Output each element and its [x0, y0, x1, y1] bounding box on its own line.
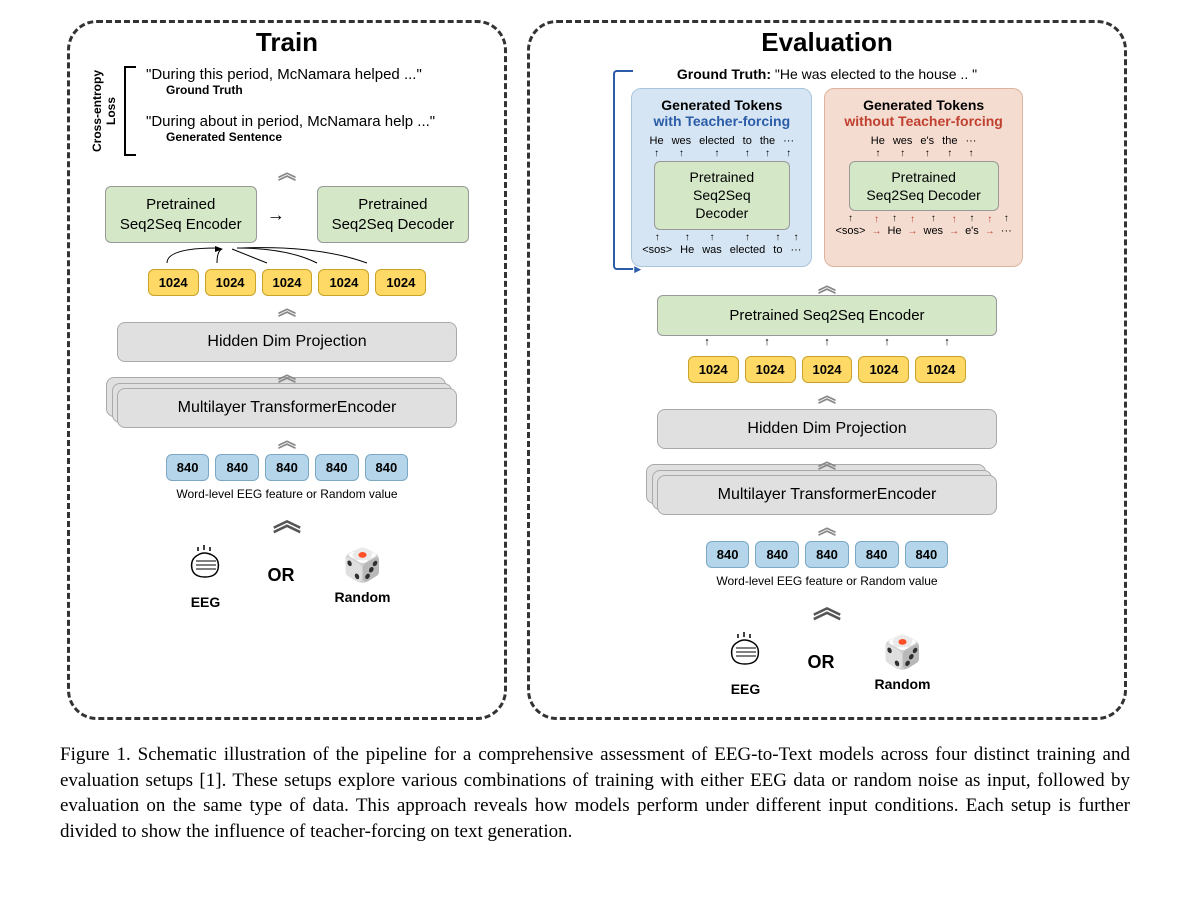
tokens-1024: 1024 1024 1024 1024 1024 [148, 269, 427, 296]
chevron-icon: ︽ [278, 166, 296, 180]
chevron-icon: ︽ [278, 302, 296, 316]
gen-label: Generated Sentence [166, 130, 484, 144]
decoder-box: PretrainedSeq2Seq Decoder [317, 186, 470, 243]
out-tokens: Hewese'sthe··· [835, 135, 1011, 147]
token-840: 840 [215, 454, 259, 481]
token-840: 840 [315, 454, 359, 481]
eeg-label: EEG [184, 594, 228, 610]
token-1024: 1024 [688, 356, 739, 383]
chevron-icon: ︽ [818, 389, 836, 403]
figure-container: Train Cross-entropyLoss "During this per… [60, 20, 1134, 720]
tf-title: Generated Tokens [642, 97, 801, 113]
token-1024: 1024 [915, 356, 966, 383]
in-tokens: <sos>Hewaselectedto··· [642, 244, 801, 256]
or-label: OR [808, 652, 835, 673]
input-label: Word-level EEG feature or Random value [176, 487, 397, 501]
dice-icon: 🎲 [883, 633, 923, 671]
gt-arrow [613, 70, 633, 270]
projection-box-eval: Hidden Dim Projection [657, 409, 997, 449]
figure-caption: Figure 1. Schematic illustration of the … [60, 742, 1130, 845]
random-label: Random [335, 589, 391, 605]
chevron-icon: ︽ [278, 368, 296, 382]
train-title: Train [246, 27, 328, 58]
chevron-icon: ︽ [278, 434, 296, 448]
big-chevron-icon: ︽ [813, 598, 841, 618]
eval-panel: Evaluation Ground Truth: "He was elected… [527, 20, 1127, 720]
token-1024: 1024 [745, 356, 796, 383]
sources: EEG OR 🎲 Random [184, 541, 391, 610]
tf-title: Generated Tokens [835, 97, 1011, 113]
token-840: 840 [265, 454, 309, 481]
token-1024: 1024 [318, 269, 369, 296]
tf-row: Generated Tokens with Teacher-forcing He… [631, 88, 1023, 267]
gen-sentence: "During about in period, McNamara help .… [146, 113, 484, 130]
enc-dec-row: PretrainedSeq2Seq Encoder → PretrainedSe… [105, 186, 469, 243]
arrow-icon: → [267, 204, 285, 225]
sources-eval: EEG OR 🎲 Random [724, 628, 931, 697]
token-1024: 1024 [148, 269, 199, 296]
brain-icon [724, 628, 768, 672]
train-panel: Train Cross-entropyLoss "During this per… [67, 20, 507, 720]
gt-line: Ground Truth: "He was elected to the hou… [677, 66, 977, 82]
token-840: 840 [166, 454, 210, 481]
big-chevron-icon: ︽ [273, 511, 301, 531]
dice-icon: 🎲 [343, 546, 383, 584]
chevron-icon: ︽ [818, 279, 836, 293]
out-tokens: Heweselectedtothe··· [642, 135, 801, 147]
token-840: 840 [855, 541, 899, 568]
loss-label: Cross-entropyLoss [90, 66, 118, 156]
token-1024: 1024 [205, 269, 256, 296]
decoder-inner: PretrainedSeq2Seq Decoder [654, 161, 789, 230]
tokens-840-eval: 840 840 840 840 840 [706, 541, 949, 568]
gt-prefix: Ground Truth: [677, 66, 771, 82]
random-source: 🎲 Random [335, 546, 391, 604]
transformer-box: Multilayer TransformerEncoder [117, 388, 457, 428]
curve-arrows [90, 247, 484, 265]
random-label: Random [875, 676, 931, 692]
chevron-icon: ︽ [818, 455, 836, 469]
eval-title: Evaluation [751, 27, 902, 58]
tf-with-box: Generated Tokens with Teacher-forcing He… [631, 88, 812, 267]
projection-box: Hidden Dim Projection [117, 322, 457, 362]
tf-without-box: Generated Tokens without Teacher-forcing… [824, 88, 1022, 267]
random-source: 🎲 Random [875, 633, 931, 691]
gt-text: "He was elected to the house .. " [775, 66, 977, 82]
token-1024: 1024 [375, 269, 426, 296]
gt-label: Ground Truth [166, 83, 484, 97]
token-840: 840 [706, 541, 750, 568]
loss-bracket [124, 66, 136, 156]
or-label: OR [268, 565, 295, 586]
sentences: "During this period, McNamara helped ...… [146, 66, 484, 148]
eeg-label: EEG [724, 681, 768, 697]
token-840: 840 [905, 541, 949, 568]
gt-sentence: "During this period, McNamara helped ...… [146, 66, 484, 83]
in-tokens: <sos>→He→wes→e's→··· [835, 225, 1011, 237]
tf-with-label: with Teacher-forcing [642, 113, 801, 129]
tokens-840: 840 840 840 840 840 [166, 454, 409, 481]
token-1024: 1024 [858, 356, 909, 383]
encoder-box: PretrainedSeq2Seq Encoder [105, 186, 257, 243]
input-label-eval: Word-level EEG feature or Random value [716, 574, 937, 588]
decoder-inner: PretrainedSeq2Seq Decoder [849, 161, 999, 211]
loss-group: Cross-entropyLoss "During this period, M… [90, 66, 484, 156]
tokens-1024-eval: 1024 1024 1024 1024 1024 [688, 356, 967, 383]
transformer-box-eval: Multilayer TransformerEncoder [657, 475, 997, 515]
token-840: 840 [805, 541, 849, 568]
encoder-box-eval: Pretrained Seq2Seq Encoder [657, 295, 997, 337]
brain-icon [184, 541, 228, 585]
token-1024: 1024 [262, 269, 313, 296]
eeg-source: EEG [184, 541, 228, 610]
token-840: 840 [755, 541, 799, 568]
tf-without-label: without Teacher-forcing [835, 113, 1011, 129]
eeg-source: EEG [724, 628, 768, 697]
token-840: 840 [365, 454, 409, 481]
chevron-icon: ︽ [818, 521, 836, 535]
token-1024: 1024 [802, 356, 853, 383]
